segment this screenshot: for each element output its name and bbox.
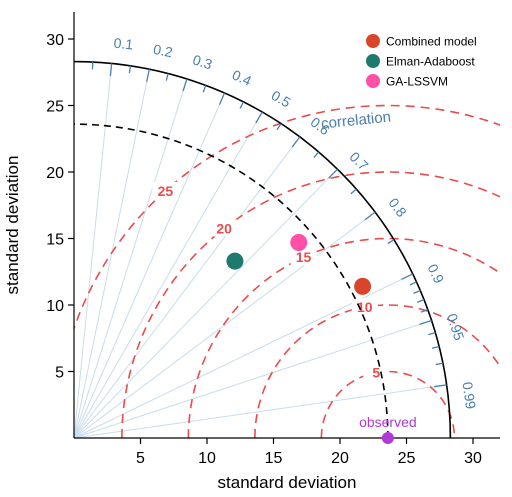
rmsd-label-1: 10 (357, 299, 373, 315)
plot-frame (73, 12, 500, 439)
correlation-tick-95 (419, 319, 432, 326)
correlation-ray-5 (73, 136, 301, 439)
correlation-tick-93 (417, 299, 425, 303)
correlation-tick-40 (218, 92, 226, 105)
correlation-tick-60 (291, 136, 301, 148)
axis-labels: standard deviation standard deviation (3, 156, 356, 492)
correlation-tick-label-2: 0.3 (191, 51, 215, 72)
point-elman-adaboost (226, 252, 244, 270)
correlation-tick-label-9: 0.95 (444, 311, 468, 342)
x-tick-label-5: 30 (464, 450, 482, 467)
rmsd-label-3: 20 (216, 220, 232, 236)
rmsd-label-0: 5 (372, 365, 380, 381)
rmsd-label-2: 15 (296, 249, 312, 265)
x-axis-label: standard deviation (218, 473, 357, 492)
correlation-label: correlation (320, 108, 391, 132)
correlation-tick-15 (128, 65, 132, 74)
correlation-ray-3 (73, 92, 226, 439)
correlation-tick-label-7: 0.8 (385, 195, 410, 220)
correlation-tick-20 (146, 69, 150, 82)
point-combined-model (354, 277, 372, 295)
rmsd-contour-2 (187, 237, 500, 438)
rmsd-contours: 5 10 15 20 25 (74, 104, 500, 438)
rmsd-contour-1 (254, 304, 500, 438)
correlation-tick-label-0: 0.1 (113, 35, 134, 53)
axis-ticks: 5 10 15 20 25 30 5 10 15 20 25 30 (46, 32, 482, 467)
correlation-tick-91 (409, 281, 417, 286)
correlation-tick-99 (434, 384, 447, 388)
correlation-tick-96 (428, 331, 436, 336)
correlation-tick-85 (387, 239, 395, 245)
rmsd-label-bg-1 (351, 298, 378, 316)
legend-marker-0 (366, 34, 380, 48)
outer-arc (73, 60, 452, 439)
correlation-tick-70 (328, 168, 338, 179)
y-tick-label-0: 5 (55, 365, 64, 382)
y-tick-label-3: 20 (46, 165, 64, 182)
rmsd-label-bg-2 (290, 248, 317, 266)
x-tick-label-0: 5 (136, 450, 145, 467)
legend-label-2: GA-LSSVM (386, 75, 448, 89)
x-tick-label-3: 20 (331, 450, 349, 467)
y-tick-label-5: 30 (46, 32, 64, 49)
legend-label-1: Elman-Adaboost (386, 55, 475, 69)
observed-label: observed (359, 414, 417, 430)
y-tick-label-1: 10 (46, 298, 64, 315)
x-tick-label-2: 15 (265, 450, 283, 467)
reference-arcs (73, 60, 452, 439)
correlation-tick-90 (401, 273, 414, 281)
legend-label-0: Combined model (386, 35, 477, 49)
correlation-tick-10 (109, 63, 113, 77)
rmsd-label-bg-4 (152, 181, 179, 199)
correlation-tick-label-4: 0.5 (269, 87, 294, 111)
rmsd-label-bg-3 (211, 219, 238, 237)
observed-sd-arc (73, 123, 389, 439)
observed-point (381, 432, 394, 444)
legend-marker-1 (366, 54, 380, 68)
correlation-tick-label-6: 0.7 (347, 149, 372, 174)
correlation-tick-98 (435, 362, 443, 366)
rmsd-contour-3 (121, 171, 500, 438)
correlation-tick-55 (276, 123, 282, 131)
correlation-tick-45 (239, 101, 244, 109)
y-tick-label-2: 15 (46, 232, 64, 249)
point-ga-lssvm (290, 233, 308, 251)
correlation-tick-label-1: 0.2 (152, 41, 174, 61)
correlation-tick-label-10: 0.99 (459, 381, 479, 410)
y-axis-label: standard deviation (3, 156, 22, 295)
model-points: observed (226, 233, 417, 444)
legend: Combined model Elman-Adaboost GA-LSSVM (366, 34, 477, 89)
legend-marker-2 (366, 74, 380, 88)
correlation-tick-label-3: 0.4 (230, 66, 254, 89)
correlation-tick-80 (364, 211, 376, 221)
correlation-tick-97 (431, 345, 440, 349)
rmsd-contour-0 (320, 370, 456, 438)
correlation-tick-35 (202, 85, 207, 93)
correlation-ray-6 (73, 168, 338, 439)
correlation-tick-65 (313, 151, 320, 158)
correlation-tick-92 (413, 289, 421, 294)
correlation-ray-2 (73, 78, 188, 439)
correlation-ray-10 (73, 384, 447, 439)
correlation-tick-94 (420, 308, 429, 313)
correlation-tick-50 (255, 111, 263, 124)
rmsd-label-bg-0 (363, 363, 390, 381)
rmsd-label-4: 25 (158, 183, 174, 199)
x-tick-label-1: 10 (198, 450, 216, 467)
correlation-tick-label-8: 0.9 (424, 261, 447, 286)
x-tick-label-4: 25 (398, 450, 416, 467)
correlation-tick-30 (182, 78, 188, 92)
y-tick-label-4: 25 (46, 99, 64, 116)
correlation-tick-25 (165, 73, 169, 81)
correlation-tick-75 (350, 188, 357, 195)
